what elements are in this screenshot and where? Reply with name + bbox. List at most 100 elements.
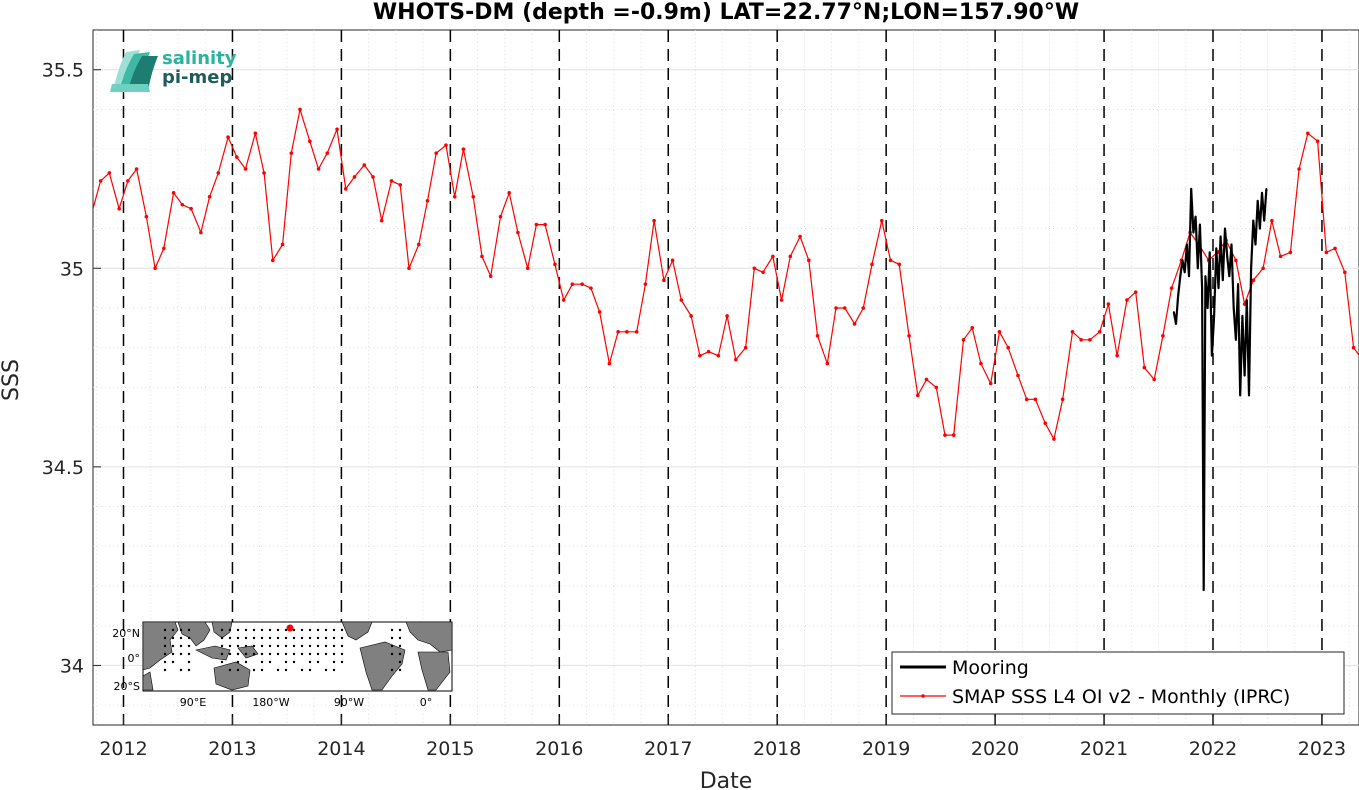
data-point-smap [1043, 421, 1048, 425]
data-point-smap [416, 242, 421, 247]
data-point-smap [979, 361, 983, 366]
data-point-smap [652, 218, 656, 223]
data-point-smap [915, 393, 920, 398]
inset-station-marker [220, 660, 224, 664]
data-point-mooring [1224, 227, 1226, 230]
data-point-mooring [1185, 243, 1188, 246]
inset-station-marker [187, 628, 191, 632]
data-point-smap [1097, 330, 1102, 334]
data-point-smap [1288, 250, 1293, 255]
data-point-mooring [1199, 223, 1201, 226]
data-point-smap [1343, 270, 1347, 275]
data-point-mooring [1254, 243, 1257, 246]
data-point-smap [725, 314, 729, 318]
inset-station-marker [220, 644, 224, 648]
data-point-mooring [1177, 295, 1180, 297]
inset-station-marker [179, 644, 183, 648]
data-point-smap [834, 306, 838, 310]
data-point-smap [270, 258, 275, 263]
legend-marker-smap [921, 694, 925, 698]
data-point-smap [525, 266, 530, 271]
inset-station-marker [276, 644, 280, 648]
data-point-mooring [1194, 215, 1197, 218]
data-point-smap [815, 334, 820, 338]
x-tick-label: 2012 [99, 738, 147, 760]
y-tick-label: 35.5 [42, 60, 84, 82]
chart-title: WHOTS-DM (depth =-0.9m) LAT=22.77°N;LON=… [373, 0, 1079, 25]
inset-station-marker [268, 660, 272, 664]
data-point-mooring [1208, 251, 1211, 254]
inset-lat-label: 20°S [114, 680, 140, 693]
data-point-smap [461, 147, 466, 151]
data-point-smap [752, 266, 757, 271]
data-point-mooring [1201, 287, 1204, 290]
inset-station-marker [332, 652, 336, 656]
x-axis-label: Date [700, 769, 753, 790]
inset-station-marker [236, 660, 240, 664]
inset-station-marker [398, 660, 402, 664]
data-point-smap [907, 334, 911, 338]
inset-station-marker [268, 636, 272, 640]
data-point-smap [1152, 377, 1156, 382]
inset-station-marker [340, 636, 344, 640]
inset-station-marker [260, 668, 264, 672]
data-point-smap [807, 258, 811, 263]
data-point-smap [407, 266, 411, 271]
y-axis-label: SSS [0, 359, 24, 401]
inset-station-marker [308, 628, 312, 632]
inset-station-marker [228, 644, 232, 648]
data-point-smap [879, 218, 884, 223]
data-point-mooring [1232, 307, 1235, 309]
inset-stations [163, 628, 402, 672]
data-point-smap [507, 191, 511, 195]
data-point-smap [107, 171, 112, 175]
inset-station-marker [187, 636, 191, 640]
inset-station-marker [308, 644, 312, 648]
data-point-smap [289, 151, 294, 155]
inset-station-marker [316, 644, 320, 648]
data-point-smap [997, 330, 1002, 334]
inset-station-marker [187, 668, 191, 672]
data-point-smap [207, 195, 212, 199]
data-point-smap [1024, 397, 1029, 402]
y-axis-ticks: 34 34.5 35 35.5 [42, 60, 101, 677]
inset-station-marker [284, 652, 288, 656]
inset-station-marker [236, 652, 240, 656]
inset-station-marker [332, 636, 336, 640]
data-point-smap [444, 143, 448, 147]
inset-station-marker [300, 644, 304, 648]
y-tick-label: 35 [60, 258, 84, 280]
plot-area [92, 29, 1359, 726]
inset-station-marker [284, 668, 288, 672]
data-point-mooring [1248, 394, 1250, 397]
inset-station-marker [332, 660, 336, 664]
data-point-smap [561, 298, 566, 302]
data-point-smap [689, 314, 693, 318]
inset-station-marker [398, 652, 402, 656]
logo-waves-icon [110, 50, 158, 92]
data-point-smap [553, 262, 557, 267]
inset-station-marker [308, 660, 312, 664]
inset-lon-label: 0° [420, 696, 433, 709]
data-point-smap [1234, 258, 1238, 263]
data-point-mooring [1263, 219, 1266, 222]
inset-station-marker [292, 660, 296, 664]
inset-lon-label: 90°W [334, 696, 364, 709]
logo-text-pimep: pi-mep [162, 67, 232, 88]
inset-station-marker [244, 636, 248, 640]
data-point-smap [716, 353, 721, 358]
data-point-mooring [1241, 315, 1244, 317]
data-point-smap [379, 218, 384, 223]
data-point-smap [117, 206, 121, 211]
inset-station-marker [398, 636, 402, 640]
data-point-smap [452, 195, 457, 199]
inset-station-marker [244, 628, 248, 632]
data-point-smap [134, 167, 139, 171]
data-point-mooring [1215, 247, 1218, 250]
data-point-mooring [1211, 354, 1213, 357]
data-point-smap [1060, 397, 1065, 402]
inset-station-marker [228, 668, 232, 672]
inset-station-marker [284, 660, 288, 664]
data-point-smap [316, 167, 321, 171]
inset-station-marker [268, 628, 272, 632]
